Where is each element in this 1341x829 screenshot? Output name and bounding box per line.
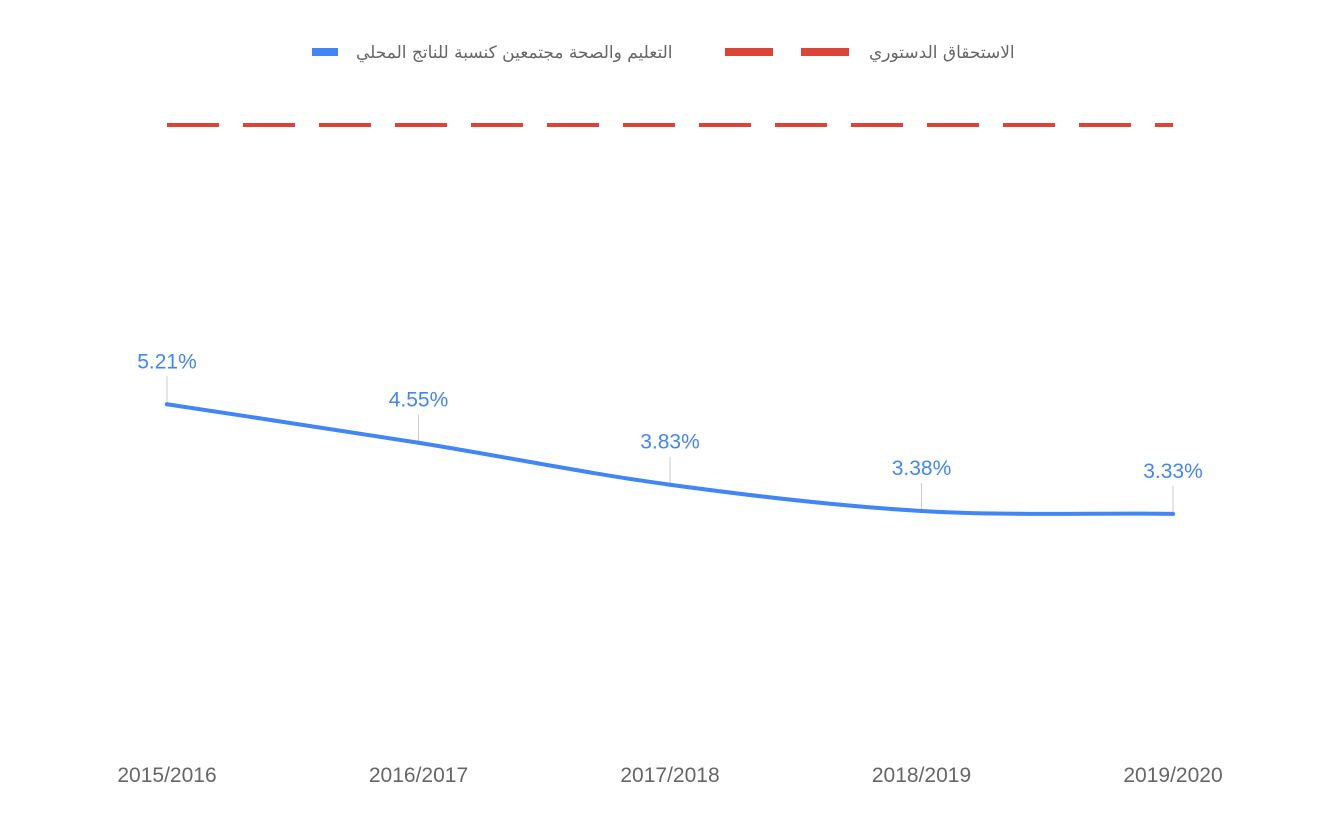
data-label: 4.55% [389,389,449,412]
data-label: 3.38% [892,457,952,480]
data-label: 3.83% [640,431,700,454]
x-tick-label: 2015/2016 [117,764,216,787]
data-point [416,440,421,445]
x-axis: 2015/2016 2016/2017 2017/2018 2018/2019 2019… [117,764,1222,787]
x-tick-label: 2018/2019 [872,764,971,787]
data-label: 5.21% [137,350,197,373]
legend-label-constitutional: الاستحقاق الدستوري [869,43,1015,63]
data-point [668,482,672,487]
data-point [919,508,924,513]
legend-item-constitutional: الاستحقاق الدستوري [725,43,1015,63]
data-label: 3.33% [1143,460,1203,483]
data-label-leaders [166,376,1174,512]
data-points [165,402,1175,516]
legend: الاستحقاق الدستوري التعليم والصحة مجتمعي… [312,43,1015,63]
data-labels: 5.21% 4.55% 3.83% 3.38% 3.33% [137,350,1203,483]
data-point [1171,511,1175,516]
x-tick-label: 2017/2018 [620,764,719,787]
plot-area: 5.21% 4.55% 3.83% 3.38% 3.33% [137,123,1203,516]
legend-item-education-health: التعليم والصحة مجتمعين كنسبة للناتج المح… [312,43,673,63]
legend-label-education-health: التعليم والصحة مجتمعين كنسبة للناتج المح… [356,43,673,63]
x-tick-label: 2016/2017 [369,764,468,787]
x-tick-label: 2019/2020 [1123,764,1222,787]
data-point [165,402,169,407]
